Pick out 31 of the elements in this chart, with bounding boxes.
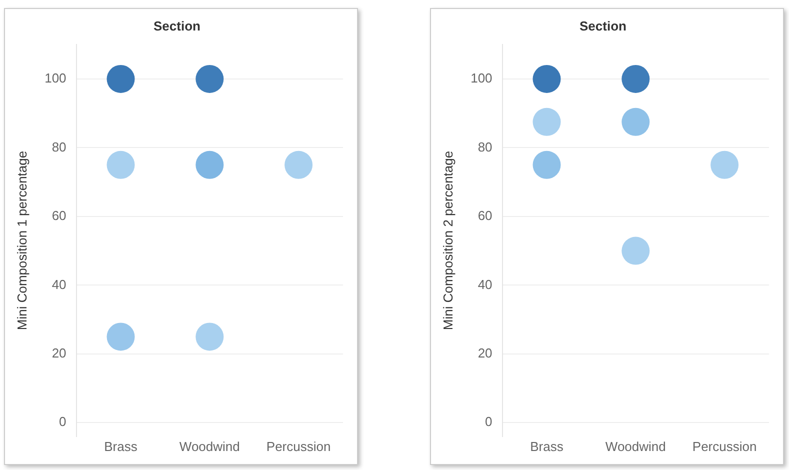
point	[106, 322, 135, 351]
y-tick-label: 20	[52, 345, 66, 360]
y-tick-label: 100	[44, 70, 66, 86]
y-tick-label: 80	[52, 139, 66, 154]
x-tick-label: Percussion	[692, 438, 757, 454]
point	[284, 150, 313, 179]
point	[622, 64, 650, 93]
y-tick-label: 100	[470, 70, 492, 86]
x-tick-label: Brass	[530, 438, 564, 454]
y-tick-label: 0	[59, 414, 66, 430]
x-tick-label: Woodwind	[179, 438, 240, 454]
point	[106, 64, 135, 93]
y-tick-label: 40	[478, 276, 492, 292]
x-tick-label: Brass	[104, 438, 138, 454]
y-tick-label: 0	[485, 414, 492, 430]
x-tick-label: Percussion	[266, 438, 331, 454]
y-tick-label: 20	[478, 345, 492, 360]
point	[622, 236, 650, 265]
y-tick-label: 40	[52, 276, 66, 292]
point	[196, 64, 224, 93]
x-axis-title: Section	[580, 18, 627, 34]
point	[532, 64, 561, 93]
y-tick-label: 60	[478, 208, 492, 224]
y-axis-title: Mini Composition 2 percentage	[440, 150, 456, 330]
y-axis-title: Mini Composition 1 percentage	[14, 150, 30, 330]
y-tick-label: 60	[52, 208, 66, 224]
x-axis-title: Section	[154, 18, 201, 34]
x-tick-label: Woodwind	[605, 438, 666, 454]
point	[196, 150, 224, 179]
point	[106, 150, 135, 179]
y-tick-label: 80	[478, 139, 492, 154]
